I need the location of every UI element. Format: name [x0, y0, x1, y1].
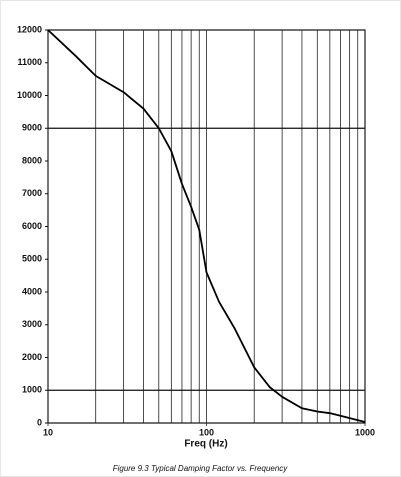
caption: Figure 9.3 Typical Damping Factor vs. Fr… — [113, 464, 289, 473]
y-tick-label: 12000 — [17, 24, 42, 34]
x-tick-label: 10 — [43, 427, 53, 437]
data-line — [47, 29, 366, 423]
x-axis-label: Freq (Hz) — [184, 439, 227, 450]
y-tick-label: 1000 — [22, 385, 42, 395]
y-tick-label: 6000 — [22, 221, 42, 231]
y-tick-label: 10000 — [17, 90, 42, 100]
y-tick-label: 11000 — [17, 57, 42, 67]
x-tick-label: 1000 — [355, 427, 375, 437]
y-tick-label: 8000 — [22, 155, 42, 165]
y-tick-label: 4000 — [22, 286, 42, 296]
y-tick-label: 3000 — [22, 319, 42, 329]
y-tick-label: 5000 — [22, 254, 42, 264]
y-tick-label: 7000 — [22, 188, 42, 198]
x-tick-label: 100 — [199, 427, 214, 437]
y-tick-label: 9000 — [22, 123, 42, 133]
y-tick-label: 0 — [37, 417, 42, 427]
y-tick-label: 2000 — [22, 352, 42, 362]
